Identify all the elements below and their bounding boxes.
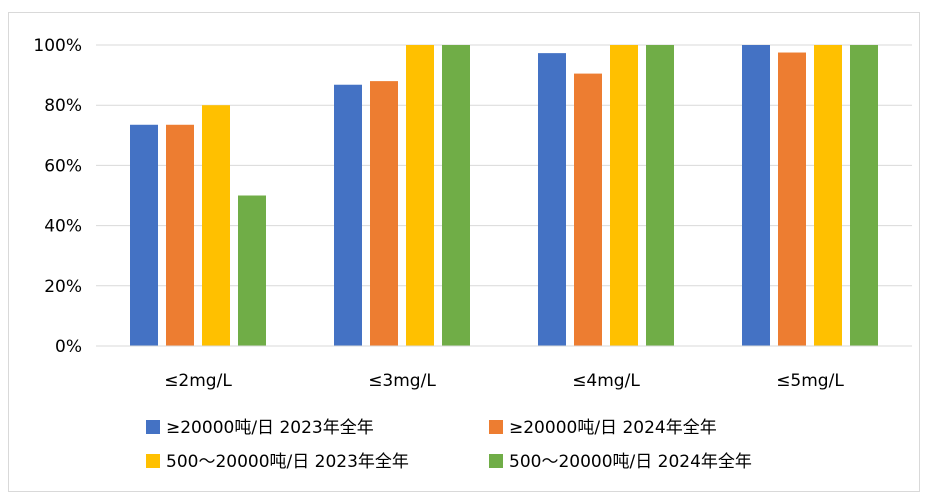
legend-label: ≥20000吨/日 2024年全年	[509, 418, 717, 438]
x-category-label: ≤4mg/L	[572, 371, 640, 391]
legend-swatch	[489, 420, 503, 434]
bar-1-4	[742, 45, 770, 346]
bar-3-2	[406, 45, 434, 346]
x-category-label: ≤3mg/L	[368, 371, 436, 391]
y-tick-label: 0%	[55, 337, 82, 357]
bar-2-1	[166, 124, 194, 346]
y-tick-label: 20%	[44, 277, 82, 297]
y-tick-label: 40%	[44, 217, 82, 237]
bar-4-3	[646, 45, 674, 346]
x-category-label: ≤2mg/L	[164, 371, 232, 391]
bar-1-2	[334, 84, 362, 347]
y-tick-label: 60%	[44, 156, 82, 176]
bar-3-4	[814, 45, 842, 346]
bar-4-1	[238, 195, 266, 346]
bar-4-2	[442, 45, 470, 346]
bar-1-1	[130, 124, 158, 346]
legend-swatch	[146, 420, 160, 434]
bar-1-3	[538, 53, 566, 346]
legend-label: ≥20000吨/日 2023年全年	[166, 418, 374, 438]
legend-swatch	[489, 454, 503, 468]
y-tick-label: 80%	[44, 96, 82, 116]
chart-frame	[8, 12, 920, 492]
bar-4-4	[850, 45, 878, 346]
legend-label: 500～20000吨/日 2024年全年	[509, 452, 752, 472]
y-tick-label: 100%	[33, 36, 82, 56]
bar-2-2	[370, 81, 398, 347]
bar-2-4	[778, 52, 806, 347]
bar-3-3	[610, 45, 638, 346]
y-axis-tick-labels: 0% 20% 40% 60% 80% 100%	[33, 36, 82, 357]
x-axis-category-labels: ≤2mg/L ≤3mg/L ≤4mg/L ≤5mg/L	[164, 371, 844, 391]
legend-swatch	[146, 454, 160, 468]
legend-label: 500～20000吨/日 2023年全年	[166, 452, 409, 472]
bars	[130, 45, 878, 347]
legend: ≥20000吨/日 2023年全年 ≥20000吨/日 2024年全年 500～20…	[146, 418, 752, 472]
bar-3-1	[202, 105, 230, 346]
x-category-label: ≤5mg/L	[776, 371, 844, 391]
gridlines	[96, 44, 912, 287]
bar-2-3	[574, 73, 602, 346]
